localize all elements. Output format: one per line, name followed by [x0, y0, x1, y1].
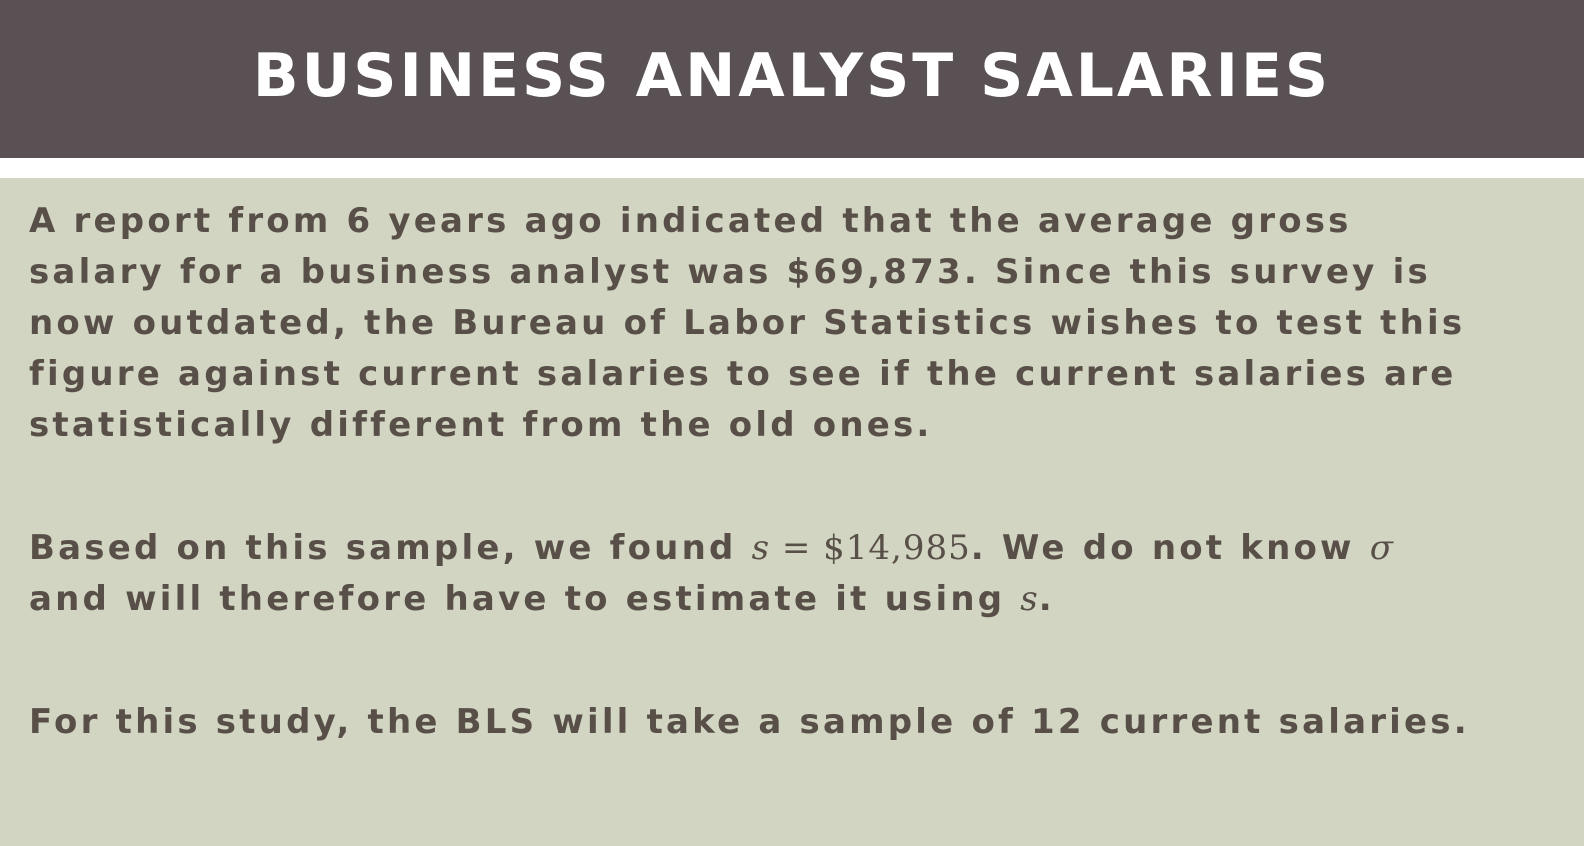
paragraph-report-line-1: A report from 6 years ago indicated that… [29, 201, 1352, 241]
study-text: For this study, the BLS will take a samp… [29, 702, 1470, 742]
paragraph-report-line-4: figure against current salaries to see i… [29, 354, 1457, 394]
title-separator [0, 158, 1584, 178]
sigma-text: . We do not know [970, 528, 1370, 568]
estimate-text: and will therefore have to estimate it u… [29, 579, 1021, 619]
paragraph-report-line-2: salary for a business analyst was $69,87… [29, 252, 1431, 292]
slide-title: BUSINESS ANALYST SALARIES [252, 41, 1332, 111]
paragraph-report: A report from 6 years ago indicated that… [29, 196, 1569, 451]
sample-text: Based on this sample, we found [29, 528, 752, 568]
paragraph-report-line-3: now outdated, the Bureau of Labor Statis… [29, 303, 1466, 343]
equals-sign: = [770, 528, 824, 568]
title-bar: BUSINESS ANALYST SALARIES [0, 0, 1584, 158]
estimate-sd-symbol: s [1020, 579, 1039, 619]
paragraph-report-line-5: statistically different from the old one… [29, 405, 933, 445]
sample-sd-symbol: s [751, 528, 771, 568]
paragraph-sample: Based on this sample, we found s = $14,9… [29, 523, 1569, 625]
sample-sd-value: $14,985 [823, 528, 971, 568]
paragraph-study: For this study, the BLS will take a samp… [29, 697, 1569, 748]
sigma-symbol: σ [1369, 528, 1394, 568]
estimate-period: . [1038, 579, 1055, 619]
